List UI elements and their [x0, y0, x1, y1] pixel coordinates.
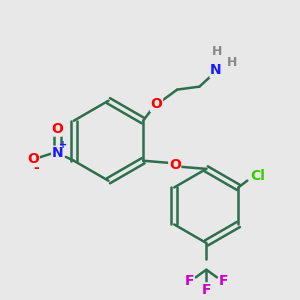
Text: O: O [52, 122, 64, 136]
Text: N: N [210, 63, 222, 77]
Text: O: O [169, 158, 181, 172]
Text: F: F [202, 283, 211, 297]
Text: O: O [151, 98, 162, 111]
Text: Cl: Cl [250, 169, 265, 183]
Text: H: H [212, 45, 223, 58]
Text: -: - [33, 160, 39, 175]
Text: O: O [27, 152, 39, 166]
Text: H: H [227, 56, 237, 69]
Text: F: F [184, 274, 194, 288]
Text: F: F [219, 274, 228, 288]
Text: N: N [52, 146, 63, 160]
Text: +: + [59, 140, 68, 150]
